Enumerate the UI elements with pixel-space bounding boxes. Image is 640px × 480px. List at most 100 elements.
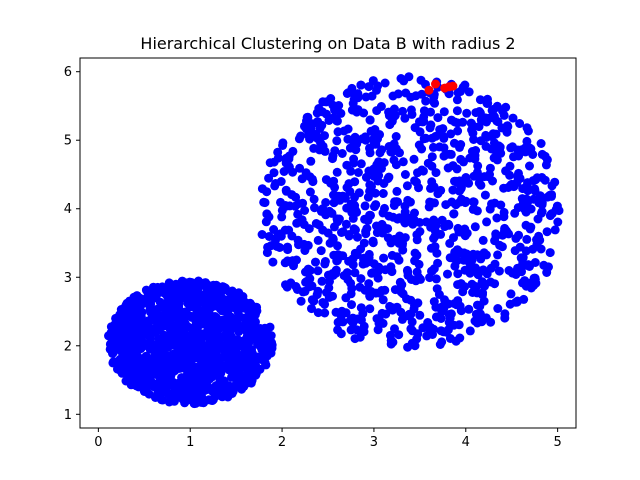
data-point-blue	[309, 143, 319, 153]
data-point-blue	[543, 192, 553, 202]
data-point-blue	[288, 167, 298, 177]
data-point-blue	[346, 289, 356, 299]
data-point-blue	[169, 366, 179, 376]
data-point-blue	[458, 177, 468, 187]
data-point-blue	[328, 270, 338, 280]
data-point-blue	[303, 112, 313, 122]
data-point-blue	[323, 228, 333, 238]
data-point-blue	[540, 175, 550, 185]
data-point-blue	[145, 354, 155, 364]
data-point-blue	[357, 134, 367, 144]
data-point-blue	[180, 398, 190, 408]
data-point-blue	[512, 297, 522, 307]
data-point-blue	[363, 192, 373, 202]
data-point-blue	[378, 318, 388, 328]
data-point-blue	[183, 298, 193, 308]
data-point-blue	[499, 207, 509, 217]
data-point-blue	[523, 260, 533, 270]
data-point-blue	[287, 190, 297, 200]
data-point-blue	[227, 389, 237, 398]
data-point-blue	[468, 197, 478, 207]
data-point-blue	[367, 181, 376, 191]
data-point-blue	[324, 116, 334, 125]
data-point-blue	[530, 275, 540, 285]
data-point-blue	[410, 248, 420, 258]
data-point-blue	[279, 167, 289, 176]
data-point-blue	[310, 203, 319, 213]
data-point-blue	[199, 298, 209, 308]
data-point-blue	[341, 219, 351, 229]
data-point-blue	[234, 381, 244, 391]
data-point-blue	[183, 342, 193, 352]
data-point-blue	[356, 303, 366, 313]
data-point-blue	[400, 218, 410, 228]
data-point-blue	[262, 187, 272, 197]
data-point-blue	[395, 277, 405, 287]
data-point-blue	[396, 74, 406, 83]
data-point-blue	[412, 177, 421, 187]
data-point-blue	[255, 324, 265, 333]
data-point-blue	[472, 250, 482, 260]
data-point-blue	[494, 266, 504, 276]
data-point-blue	[400, 113, 410, 123]
data-point-blue	[443, 269, 452, 279]
data-point-blue	[492, 213, 502, 223]
data-point-blue	[106, 328, 116, 337]
data-point-blue	[528, 150, 538, 159]
data-point-blue	[356, 80, 366, 90]
data-point-blue	[348, 260, 358, 270]
data-point-blue	[492, 155, 502, 165]
data-point-blue	[480, 113, 490, 123]
data-point-blue	[429, 97, 439, 107]
data-point-blue	[463, 252, 473, 262]
data-point-blue	[281, 201, 291, 211]
y-tick-label: 1	[64, 408, 72, 423]
data-point-blue	[389, 234, 399, 244]
data-point-blue	[510, 246, 520, 256]
data-point-blue	[291, 282, 301, 291]
data-point-blue	[349, 158, 359, 168]
data-point-blue	[269, 168, 279, 178]
data-point-blue	[223, 336, 233, 346]
data-point-blue	[280, 225, 290, 235]
data-point-blue	[415, 310, 425, 320]
data-point-blue	[378, 295, 388, 305]
data-point-blue	[462, 108, 472, 118]
data-point-blue	[369, 164, 379, 174]
data-point-blue	[419, 106, 429, 116]
data-point-blue	[431, 302, 441, 312]
data-point-blue	[430, 198, 439, 208]
data-point-blue	[265, 335, 275, 345]
data-point-blue	[256, 331, 266, 341]
data-point-blue	[537, 200, 547, 210]
data-point-blue	[339, 271, 349, 281]
data-point-blue	[350, 177, 360, 187]
data-point-blue	[356, 274, 366, 284]
data-point-blue	[173, 344, 183, 354]
data-point-blue	[347, 300, 356, 310]
data-point-blue	[392, 197, 401, 207]
data-point-blue	[131, 292, 141, 302]
data-point-blue	[309, 194, 319, 204]
data-point-blue	[250, 310, 260, 320]
data-point-blue	[197, 310, 207, 320]
data-point-blue	[446, 129, 456, 139]
data-point-blue	[392, 252, 402, 262]
data-point-blue	[416, 75, 426, 85]
data-point-blue	[411, 91, 421, 101]
data-point-blue	[397, 314, 407, 324]
data-point-blue	[539, 260, 549, 270]
data-point-blue	[133, 353, 142, 363]
data-point-blue	[306, 156, 316, 166]
y-tick-label: 5	[64, 134, 72, 149]
data-point-blue	[361, 226, 371, 236]
data-point-blue	[283, 245, 293, 255]
data-point-blue	[477, 277, 487, 287]
data-point-blue	[481, 250, 491, 260]
data-point-blue	[108, 357, 118, 367]
data-point-blue	[412, 267, 422, 277]
data-point-blue	[170, 301, 180, 311]
data-point-blue	[228, 291, 238, 301]
data-point-blue	[410, 301, 419, 311]
data-point-blue	[404, 72, 414, 82]
